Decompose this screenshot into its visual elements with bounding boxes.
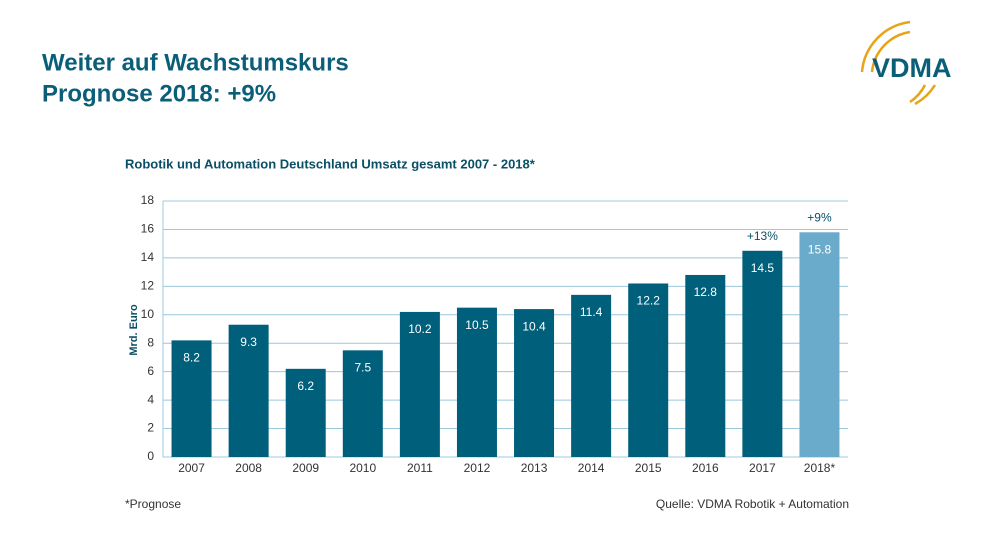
value-label: 9.3 [240, 335, 257, 349]
page-subtitle: Prognose 2018: +9% [42, 80, 276, 107]
y-tick-label: 12 [141, 279, 155, 293]
logo [860, 20, 937, 106]
x-tick-label: 2008 [235, 461, 262, 475]
value-label: 15.8 [808, 242, 832, 256]
bar [514, 309, 555, 457]
value-label: 10.4 [522, 319, 546, 333]
bar [171, 340, 212, 457]
logo-arc [860, 20, 911, 73]
value-label: 8.2 [183, 351, 200, 365]
x-tick-label: 2015 [635, 461, 662, 475]
bar [685, 274, 726, 457]
x-tick-label: 2016 [692, 461, 719, 475]
source: Quelle: VDMA Robotik + Automation [656, 497, 849, 511]
x-tick-label: 2013 [521, 461, 548, 475]
bar [799, 232, 840, 457]
bar [228, 324, 269, 457]
y-tick-label: 0 [147, 449, 154, 463]
x-tick-label: 2014 [578, 461, 605, 475]
y-tick-label: 10 [141, 307, 155, 321]
value-label: 10.5 [465, 318, 489, 332]
annotation: +9% [807, 210, 832, 224]
x-tick-label: 2012 [464, 461, 491, 475]
x-tick-label: 2017 [749, 461, 776, 475]
value-label: 7.5 [354, 361, 371, 375]
y-tick-label: 2 [147, 421, 154, 435]
value-label: 6.2 [297, 379, 314, 393]
value-label: 11.4 [580, 305, 603, 319]
value-label: 12.8 [694, 285, 718, 299]
y-tick-label: 14 [141, 250, 155, 264]
value-label: 10.2 [408, 322, 432, 336]
footnote: *Prognose [125, 497, 181, 511]
x-tick-label: 2010 [349, 461, 376, 475]
bar [742, 250, 783, 457]
bar [456, 307, 497, 457]
bar [285, 368, 326, 457]
y-tick-label: 16 [141, 222, 155, 236]
x-tick-label: 2007 [178, 461, 205, 475]
bar [342, 350, 383, 457]
logo-arc [914, 84, 937, 106]
value-label: 14.5 [751, 261, 775, 275]
x-tick-label: 2009 [292, 461, 319, 475]
annotation: +13% [747, 229, 778, 243]
logo-arc [909, 84, 927, 104]
x-tick-label: 2018* [804, 461, 836, 475]
x-tick-label: 2011 [407, 461, 433, 475]
bar [628, 283, 669, 457]
page-title: Weiter auf Wachstumskurs [42, 49, 349, 76]
logo-text: VDMA [872, 53, 952, 83]
chart-title: Robotik und Automation Deutschland Umsat… [125, 156, 536, 171]
bar [399, 311, 440, 457]
logo-arc [870, 30, 911, 73]
y-tick-label: 8 [147, 335, 154, 349]
y-tick-label: 6 [147, 364, 154, 378]
y-tick-label: 4 [147, 392, 154, 406]
y-tick-label: 18 [141, 193, 155, 207]
value-label: 12.2 [637, 294, 661, 308]
y-axis-title: Mrd. Euro [128, 304, 140, 356]
bar [571, 294, 612, 457]
